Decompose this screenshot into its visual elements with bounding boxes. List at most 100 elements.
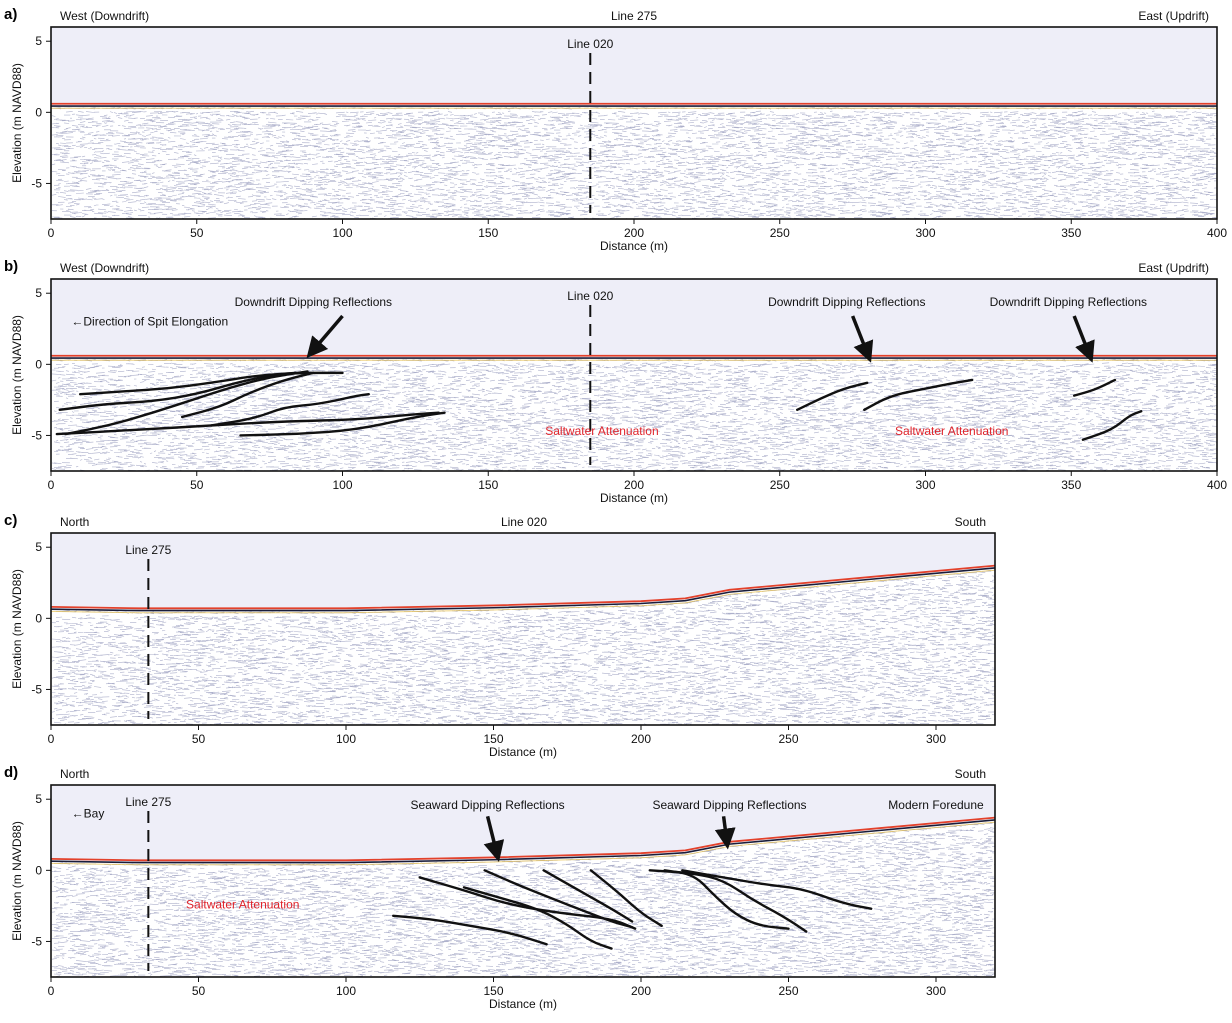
line-title: Line 020	[501, 515, 547, 529]
y-tick-label: -5	[31, 428, 42, 442]
x-tick-label: 0	[48, 478, 55, 492]
subsurface	[51, 357, 1217, 471]
y-axis-label: Elevation (m NAVD88)	[10, 315, 24, 435]
right-direction-label: East (Updrift)	[1138, 9, 1209, 23]
annotation-arrow	[850, 315, 874, 363]
x-tick-label: 100	[332, 478, 352, 492]
x-tick-label: 350	[1061, 226, 1081, 240]
panel-1: a) West (Downdrift) East (Updrift) Line 275…	[4, 6, 1227, 253]
annotation-arrow	[483, 815, 505, 863]
surface-reflection-dark	[51, 567, 995, 612]
interpreted-reflector	[180, 371, 315, 419]
interpreted-reflector	[863, 378, 974, 412]
x-tick-label: 200	[624, 478, 644, 492]
x-tick-label: 0	[48, 226, 55, 240]
annotation-label: ←Direction of Spit Elongation	[71, 315, 228, 329]
saltwater-label: Saltwater Attenuation	[545, 424, 658, 438]
panel-2: b) West (Downdrift) East (Updrift)50-50 50 1…	[4, 258, 1227, 505]
annotation-label: Downdrift Dipping Reflections	[990, 295, 1147, 309]
y-tick-label: 0	[35, 863, 42, 877]
saltwater-label: Saltwater Attenuation	[895, 424, 1008, 438]
interpreted-reflector	[542, 869, 634, 923]
panel-letter: b)	[4, 258, 18, 275]
x-tick-label: 300	[915, 226, 935, 240]
x-tick-label: 400	[1207, 478, 1227, 492]
x-tick-label: 250	[770, 478, 790, 492]
y-tick-label: 5	[35, 540, 42, 554]
interpreted-reflector	[210, 393, 370, 427]
interpreted-reflector	[58, 371, 298, 412]
x-tick-label: 300	[926, 984, 946, 998]
interpreted-reflector	[64, 370, 309, 436]
interpreted-reflector	[55, 411, 440, 436]
right-direction-label: East (Updrift)	[1138, 261, 1209, 275]
y-axis-label: Elevation (m NAVD88)	[10, 821, 24, 941]
x-axis-label: Distance (m)	[600, 491, 668, 505]
x-tick-label: 250	[770, 226, 790, 240]
right-direction-label: South	[955, 515, 986, 529]
annotation-label: Downdrift Dipping Reflections	[235, 295, 392, 309]
y-tick-label: -5	[31, 176, 42, 190]
x-tick-label: 100	[336, 984, 356, 998]
crossline-label: Line 275	[125, 795, 171, 809]
x-tick-label: 50	[190, 226, 204, 240]
interpreted-reflector	[681, 869, 873, 910]
plot-frame	[50, 532, 996, 726]
annotation-label: Downdrift Dipping Reflections	[768, 295, 925, 309]
y-tick-label: 0	[35, 105, 42, 119]
y-tick-label: -5	[31, 934, 42, 948]
crossline-label: Line 275	[125, 543, 171, 557]
crossline-label: Line 020	[567, 289, 613, 303]
right-direction-label: South	[955, 767, 986, 781]
x-tick-label: 50	[192, 732, 206, 746]
x-tick-label: 350	[1061, 478, 1081, 492]
subsurface	[51, 819, 995, 977]
x-tick-label: 150	[478, 478, 498, 492]
panel-letter: d)	[4, 764, 18, 781]
interpreted-reflector	[78, 371, 344, 396]
annotation-label: ←Bay	[72, 806, 105, 820]
x-tick-label: 250	[778, 984, 798, 998]
x-tick-label: 200	[631, 732, 651, 746]
left-direction-label: West (Downdrift)	[60, 261, 149, 275]
surface-reflection-yellow	[51, 569, 995, 614]
interpreted-reflector	[663, 869, 790, 930]
x-tick-label: 400	[1207, 226, 1227, 240]
left-direction-label: North	[60, 515, 89, 529]
subsurface	[51, 567, 995, 725]
left-direction-label: North	[60, 767, 89, 781]
radargram-texture	[51, 102, 1217, 219]
y-tick-label: 5	[35, 792, 42, 806]
interpreted-reflector	[1081, 410, 1143, 441]
radargram-texture	[51, 564, 995, 725]
interpreted-reflector	[462, 886, 613, 950]
interpreted-reflector	[589, 869, 663, 927]
x-tick-label: 200	[631, 984, 651, 998]
y-tick-label: 0	[35, 611, 42, 625]
x-tick-label: 150	[483, 732, 503, 746]
panel-letter: a)	[4, 6, 17, 23]
x-tick-label: 0	[48, 984, 55, 998]
x-axis-label: Distance (m)	[489, 745, 557, 759]
interpreted-reflector	[418, 876, 637, 930]
radargram-texture	[51, 354, 1217, 471]
y-axis-label: Elevation (m NAVD88)	[10, 63, 24, 183]
saltwater-label: Saltwater Attenuation	[186, 897, 299, 911]
panel-letter: c)	[4, 512, 17, 529]
x-axis-label: Distance (m)	[600, 239, 668, 253]
y-tick-label: -5	[31, 682, 42, 696]
surface-reflection	[51, 564, 995, 610]
interpreted-reflector	[796, 381, 869, 412]
y-tick-label: 0	[35, 357, 42, 371]
annotation-label: Seaward Dipping Reflections	[411, 798, 565, 812]
interpreted-reflector	[239, 411, 446, 437]
x-axis-label: Distance (m)	[489, 997, 557, 1011]
x-tick-label: 150	[478, 226, 498, 240]
x-tick-label: 50	[192, 984, 206, 998]
y-tick-label: 5	[35, 34, 42, 48]
annotation-arrow	[306, 314, 344, 359]
crossline-label: Line 020	[567, 37, 613, 51]
